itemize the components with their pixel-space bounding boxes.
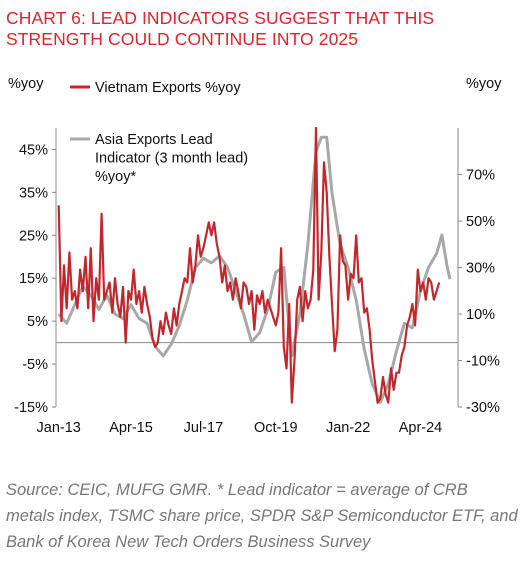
chart-lines: [57, 126, 452, 404]
left-tick-label: 35%: [19, 185, 48, 201]
left-axis-unit: %yoy: [8, 76, 44, 92]
x-tick-label: Jan-22: [326, 420, 370, 436]
left-tick-label: 5%: [27, 314, 48, 330]
x-tick-label: Apr-24: [399, 420, 443, 436]
legend-label-vietnam: Vietnam Exports %yoy: [95, 80, 241, 96]
chart-legend: Vietnam Exports %yoy Asia Exports Lead In…: [70, 80, 248, 185]
source-note: Source: CEIC, MUFG GMR. * Lead indicator…: [6, 481, 518, 551]
vietnam-exports-line: [57, 126, 441, 404]
left-tick-label: 15%: [19, 271, 48, 287]
chart-title: CHART 6: LEAD INDICATORS SUGGEST THAT TH…: [6, 8, 435, 49]
right-tick-label: 50%: [466, 214, 495, 230]
legend-label-asia-line: Asia Exports Lead: [95, 132, 213, 148]
legend-label-asia: Asia Exports Lead Indicator (3 month lead…: [95, 132, 248, 185]
x-tick-label: Apr-15: [109, 420, 153, 436]
right-tick-label: -10%: [466, 354, 500, 370]
right-tick-label: 70%: [466, 168, 495, 184]
right-tick-label: 10%: [466, 307, 495, 323]
right-tick-label: 30%: [466, 261, 495, 277]
left-tick-label: 45%: [19, 142, 48, 158]
legend-label-asia-line: %yoy*: [95, 169, 136, 185]
left-tick-label: 25%: [19, 228, 48, 244]
x-tick-label: Jul-17: [184, 420, 224, 436]
left-tick-label: -5%: [22, 357, 48, 373]
chart-axes: -15% -5% 5% 15% 25% 35% 45% -30% -10% 10% 30% 50% 70…: [14, 128, 500, 436]
right-axis-unit: %yoy: [466, 76, 502, 92]
left-tick-label: -15%: [14, 400, 48, 416]
x-tick-label: Oct-19: [254, 420, 298, 436]
right-tick-label: -30%: [466, 400, 500, 416]
chart-canvas: -15% -5% 5% 15% 25% 35% 45% -30% -10% 10% 30% 50% 70…: [14, 80, 500, 436]
x-tick-label: Jan-13: [37, 420, 81, 436]
legend-label-asia-line: Indicator (3 month lead): [95, 151, 248, 167]
